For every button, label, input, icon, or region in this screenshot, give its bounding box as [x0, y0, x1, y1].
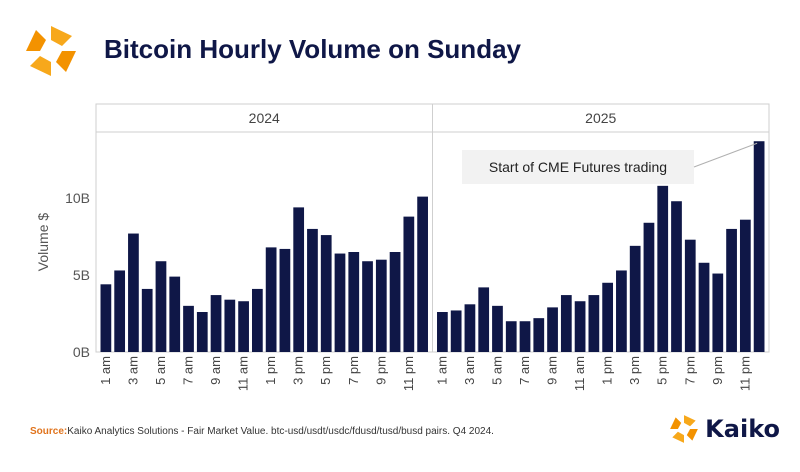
- bar: [519, 321, 531, 352]
- y-axis-label: Volume $: [35, 213, 51, 272]
- bar: [251, 288, 263, 352]
- bar: [155, 261, 167, 352]
- bar: [505, 321, 517, 352]
- bar: [547, 307, 558, 352]
- x-tick-label: 9 am: [208, 356, 223, 385]
- bar: [464, 304, 476, 352]
- bar: [389, 252, 401, 352]
- brand-name: Kaiko: [705, 415, 780, 443]
- x-tick-label: 1 pm: [263, 356, 278, 385]
- bar: [726, 228, 737, 352]
- bar: [307, 228, 318, 352]
- panel-label: 2024: [249, 110, 280, 126]
- bar: [348, 252, 360, 352]
- bar: [574, 301, 586, 352]
- bar: [588, 295, 600, 352]
- bar: [320, 235, 332, 352]
- bar: [238, 301, 249, 352]
- x-tick-label: 7 am: [181, 356, 196, 385]
- bar: [403, 216, 415, 352]
- brand: Kaiko: [669, 414, 780, 444]
- bar: [657, 185, 669, 352]
- bar: [478, 287, 490, 352]
- x-tick-label: 7 pm: [682, 356, 697, 385]
- bar: [141, 288, 153, 352]
- bar: [684, 239, 696, 352]
- y-tick-label: 10B: [65, 190, 90, 206]
- kaiko-brand-icon: [670, 415, 699, 443]
- bar: [602, 282, 614, 352]
- bar: [753, 141, 765, 352]
- source-text: Kaiko Analytics Solutions - Fair Market …: [67, 426, 494, 437]
- x-tick-label: 7 pm: [346, 356, 361, 385]
- x-tick-label: 5 am: [489, 356, 504, 385]
- x-tick-label: 3 am: [462, 356, 477, 385]
- bar: [739, 219, 751, 352]
- bar: [196, 312, 208, 352]
- bar: [437, 312, 448, 352]
- x-tick-label: 3 am: [125, 356, 140, 385]
- bar: [279, 248, 291, 352]
- page-title: Bitcoin Hourly Volume on Sunday: [104, 34, 521, 64]
- bar: [100, 284, 112, 352]
- bar: [629, 245, 641, 352]
- bar: [533, 318, 545, 352]
- x-tick-label: 11 am: [236, 356, 251, 391]
- bar: [128, 233, 139, 352]
- bar: [671, 201, 682, 352]
- bar: [210, 295, 222, 352]
- x-tick-label: 7 am: [517, 356, 532, 385]
- panel-label: 2025: [585, 110, 616, 126]
- x-tick-label: 5 pm: [318, 356, 333, 385]
- x-tick-label: 3 pm: [627, 356, 642, 385]
- bar: [183, 305, 194, 352]
- bar: [492, 305, 503, 352]
- bar: [265, 247, 277, 352]
- annotation-text: Start of CME Futures trading: [489, 159, 667, 175]
- bar: [293, 207, 305, 352]
- annotation-box: [462, 150, 694, 184]
- annotation-leader: [693, 142, 758, 168]
- x-tick-label: 11 am: [572, 356, 587, 391]
- x-tick-label: 5 am: [153, 356, 168, 385]
- bar: [450, 310, 462, 352]
- bar: [698, 262, 710, 352]
- x-tick-label: 11 pm: [401, 356, 416, 391]
- x-tick-label: 5 pm: [655, 356, 670, 385]
- bar: [616, 270, 627, 352]
- x-tick-label: 9 am: [545, 356, 560, 385]
- bar-chart: 0B 5B 10B Volume $ 2024 1 am 3 am 5 am 7 am 9 am 1…: [35, 103, 770, 391]
- bar: [362, 261, 373, 352]
- x-tick-label: 9 pm: [710, 356, 725, 385]
- bar: [114, 270, 126, 352]
- bar: [643, 222, 655, 352]
- y-tick-label: 0B: [73, 344, 90, 360]
- x-tick-label: 1 am: [98, 356, 113, 385]
- kaiko-logo-icon: [26, 26, 76, 76]
- bar: [334, 253, 346, 352]
- x-tick-label: 1 am: [434, 356, 449, 385]
- y-tick-label: 5B: [73, 267, 90, 283]
- bar: [712, 273, 724, 352]
- source-note: Source:Kaiko Analytics Solutions - Fair …: [30, 426, 494, 437]
- bar: [560, 295, 572, 352]
- x-tick-label: 1 pm: [600, 356, 615, 385]
- bar: [375, 259, 387, 352]
- bar: [169, 276, 181, 352]
- x-tick-label: 11 pm: [737, 356, 752, 391]
- x-tick-label: 3 pm: [291, 356, 306, 385]
- bar: [224, 299, 236, 352]
- source-label: Source:: [30, 426, 68, 437]
- x-tick-label: 9 pm: [373, 356, 388, 385]
- bar: [417, 196, 428, 352]
